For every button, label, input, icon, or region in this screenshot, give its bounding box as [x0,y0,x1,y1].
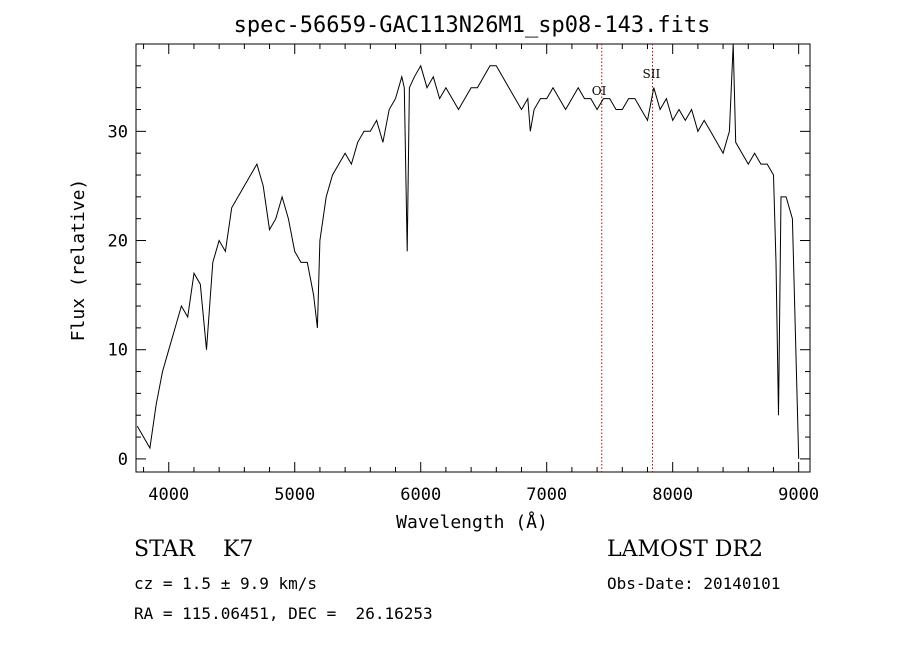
chart-title: spec-56659-GAC113N26M1_sp08-143.fits [234,13,711,38]
y-axis-label: Flux (relative) [68,179,89,342]
x-tick-label: 9000 [778,485,819,505]
spectral-class: STAR K7 [134,537,254,562]
x-tick-label: 8000 [652,485,693,505]
redshift-velocity: cz = 1.5 ± 9.9 km/s [134,574,318,593]
survey-name: LAMOST DR2 [607,537,763,562]
x-tick-label: 4000 [148,485,189,505]
y-axis-ticks: 0 10 20 30 [108,43,810,470]
spectrum-line [136,43,800,459]
x-tick-label: 5000 [274,485,315,505]
emission-line-label: SII [643,67,661,81]
x-tick-label: 6000 [400,485,441,505]
y-tick-label: 0 [118,450,128,470]
coordinates: RA = 115.06451, DEC = 26.16253 [134,604,433,623]
emission-line-markers: OI SII [592,44,661,472]
x-axis-ticks: 4000 5000 6000 7000 8000 9000 [143,44,819,505]
x-axis-label: Wavelength (Å) [396,511,548,533]
y-tick-label: 30 [108,122,128,142]
emission-line-label: OI [592,84,607,98]
y-tick-label: 10 [108,341,128,361]
x-tick-label: 7000 [526,485,567,505]
observation-date: Obs-Date: 20140101 [607,574,781,593]
y-tick-label: 20 [108,232,128,252]
plot-frame [135,43,811,473]
